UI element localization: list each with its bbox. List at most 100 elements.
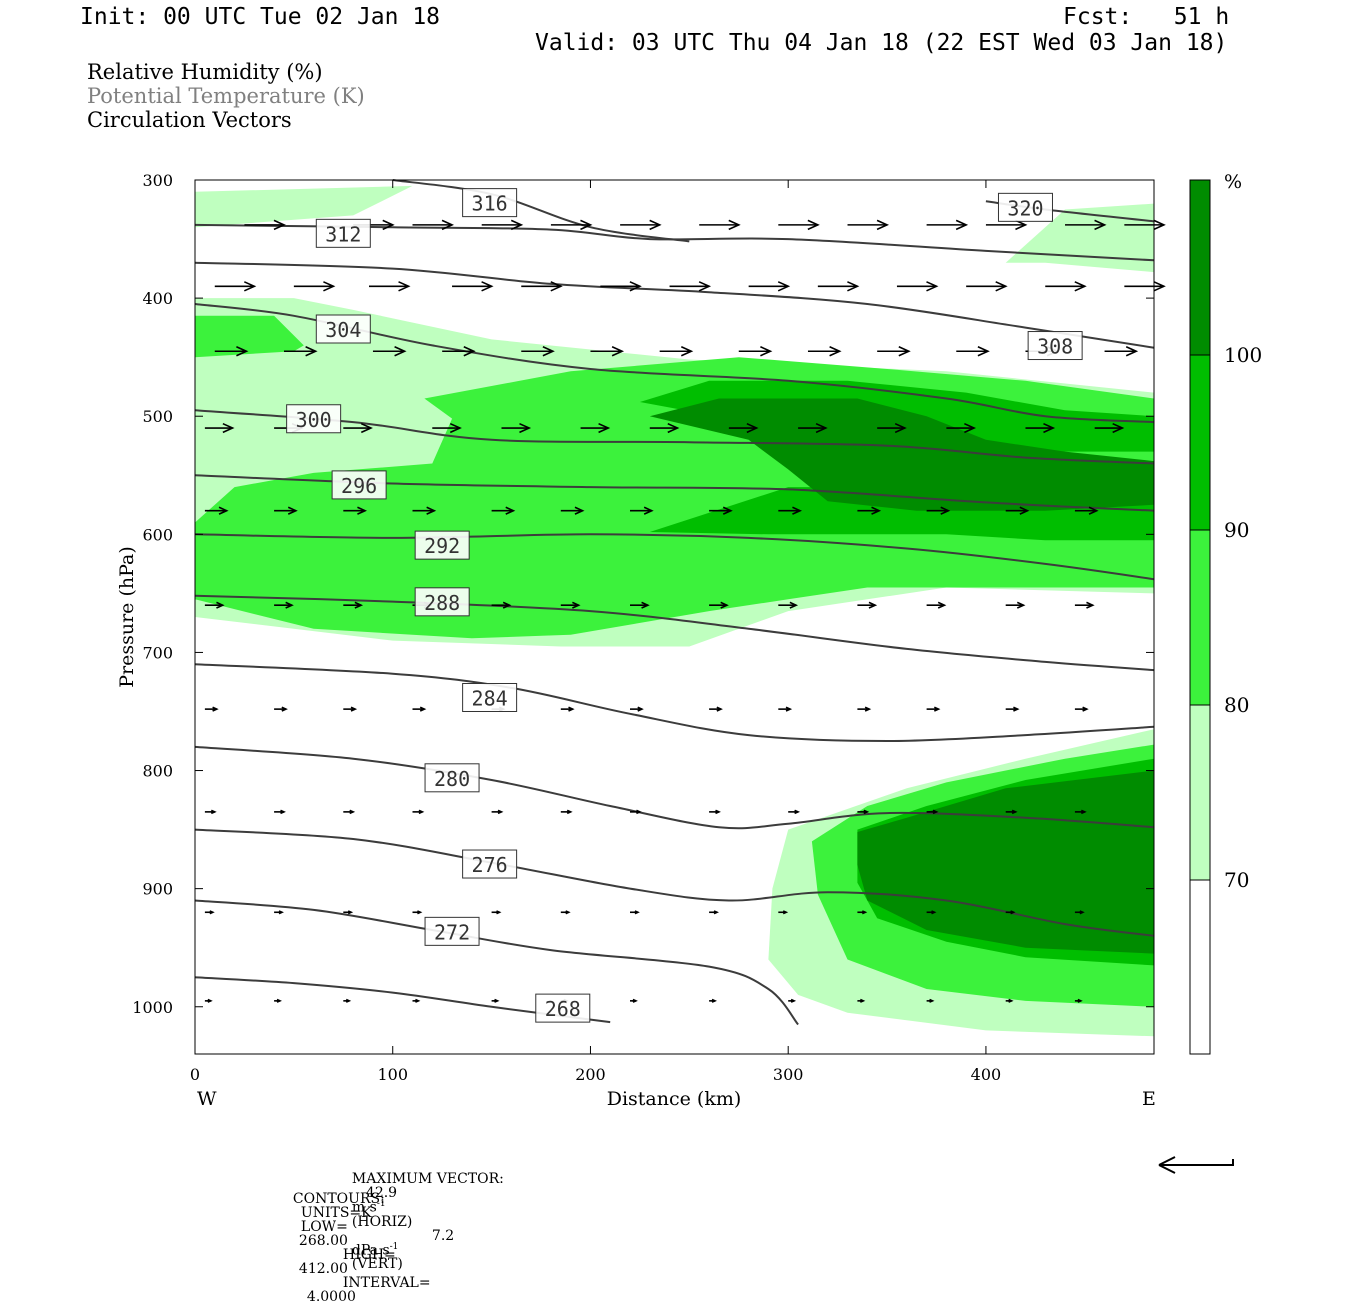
circulation-vector (369, 281, 411, 292)
circulation-vector (1094, 422, 1125, 434)
vector-head (542, 346, 555, 357)
vector-head (572, 601, 581, 609)
legend-vectors: Circulation Vectors (87, 108, 292, 132)
circulation-vector (1074, 809, 1087, 815)
circulation-vector (521, 281, 563, 292)
contour-label-text: 300 (296, 408, 332, 432)
contour-label-text: 320 (1007, 196, 1043, 220)
vector-head (580, 219, 593, 231)
rh-region-100 (857, 770, 1154, 954)
reference-vector-arrow-icon (1158, 1156, 1234, 1174)
theta-contour-280 (194, 745, 1155, 830)
circulation-vector (432, 422, 462, 434)
init-time: Init: 00 UTC Tue 02 Jan 18 (80, 4, 441, 30)
circulation-vector (214, 281, 257, 292)
vector-head (426, 506, 437, 515)
vector-head (864, 706, 872, 712)
circulation-vector (1124, 281, 1166, 292)
vector-head (785, 706, 793, 712)
circulation-vector (274, 506, 298, 515)
vector-head (1016, 601, 1026, 609)
contour-label-308: 308 (1027, 331, 1083, 361)
circulation-vector (896, 281, 939, 292)
vector-head (929, 998, 935, 1003)
vector-head (933, 706, 941, 712)
circulation-vector (412, 706, 427, 712)
circulation-vector (204, 809, 217, 815)
circulation-vector (630, 998, 638, 1003)
colorbar-band (1190, 705, 1210, 880)
theta-contour-288 (194, 594, 1155, 672)
vector-head (598, 422, 611, 434)
contour-low: 268.00 (298, 1233, 348, 1249)
x-tick-label: 0 (190, 1065, 200, 1084)
circulation-vector (491, 601, 512, 609)
vector-head (1008, 998, 1014, 1003)
theta-contour-292 (194, 533, 1155, 581)
vector-head (868, 601, 878, 609)
circulation-vector (877, 422, 907, 434)
circulation-vector (778, 219, 820, 231)
vector-head (1082, 706, 1089, 712)
vector-head (218, 506, 229, 515)
vector-head (1019, 506, 1030, 515)
circulation-vector (630, 506, 654, 515)
circulation-vector (580, 422, 611, 434)
vector-head (680, 346, 694, 357)
vector-head (210, 809, 217, 815)
vector-head (415, 998, 421, 1003)
vector-head (861, 910, 868, 915)
contour-label-text: 292 (424, 534, 460, 558)
vector-head (1077, 998, 1083, 1003)
circulation-vector (560, 910, 571, 915)
y-tick-label: 600 (142, 525, 173, 544)
circulation-vector (274, 601, 294, 609)
vector-head (207, 998, 213, 1003)
vector-head (323, 281, 336, 292)
circulation-vector (620, 219, 662, 231)
vector-head (667, 422, 680, 434)
vector-head (777, 281, 791, 292)
vector-head (789, 601, 799, 609)
circulation-vector (204, 998, 213, 1003)
vector-head (360, 422, 373, 434)
contour-high-label: HIGH= (342, 1247, 396, 1263)
contour-label-text: 284 (472, 686, 508, 710)
y-tick-label: 1000 (132, 998, 173, 1017)
y-tick-label: 300 (142, 171, 173, 190)
circulation-vector (788, 809, 801, 815)
circulation-vector (630, 706, 644, 712)
y-tick-label: 900 (142, 880, 173, 899)
circulation-vector (521, 346, 555, 357)
rh-fill-layer (195, 185, 1154, 1037)
contour-high: 412.00 (298, 1261, 348, 1277)
circulation-vector (293, 281, 336, 292)
vector-head (1074, 281, 1087, 292)
circulation-vector (857, 998, 866, 1003)
circulation-vector (343, 910, 354, 915)
contour-label-304: 304 (315, 314, 371, 344)
circulation-vector (274, 998, 282, 1003)
theta-contour-312 (194, 223, 1155, 262)
contour-label-text: 304 (325, 318, 361, 342)
vector-head (505, 506, 516, 515)
x-tick-label: 400 (971, 1065, 1002, 1084)
circulation-vector (798, 422, 828, 434)
contour-label-box (286, 404, 342, 434)
vector-head (349, 809, 356, 815)
contour-label-268: 268 (535, 993, 591, 1023)
vector-head (574, 506, 585, 515)
vector-head (760, 346, 773, 357)
vector-head (746, 422, 759, 434)
vector-head (641, 601, 650, 609)
circulation-vector (659, 346, 694, 357)
circulation-vector (204, 910, 215, 915)
colorbar-band (1190, 530, 1210, 705)
circulation-vector (274, 910, 284, 915)
vector-head (398, 281, 411, 292)
vector-layer (204, 219, 1166, 1003)
contour-label-316: 316 (462, 188, 518, 218)
vector-head (1011, 809, 1018, 815)
circulation-vector (560, 506, 585, 515)
vector-head (643, 506, 654, 515)
